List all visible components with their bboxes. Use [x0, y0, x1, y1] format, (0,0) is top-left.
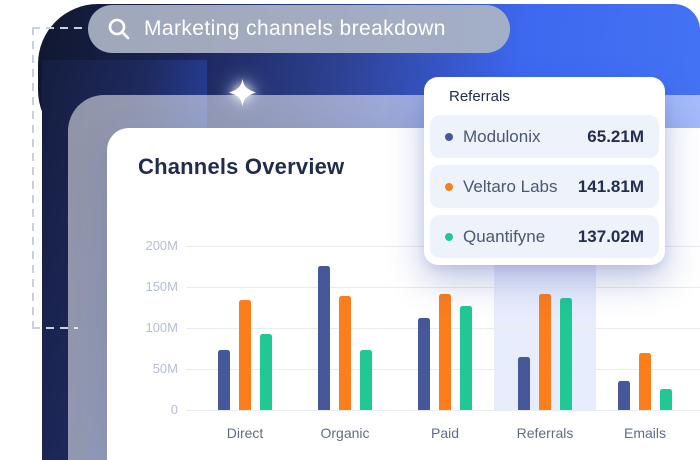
search-bar[interactable]: Marketing channels breakdown [88, 5, 510, 53]
bar-direct-modulonix[interactable] [218, 350, 230, 410]
bar-referrals-modulonix[interactable] [518, 357, 530, 410]
x-label-direct: Direct [226, 425, 264, 441]
bar-direct-veltaro-labs[interactable] [239, 300, 251, 410]
tooltip-row-veltaro-labs: Veltaro Labs 141.81M [430, 165, 659, 208]
series-label: Quantifyne [463, 226, 546, 246]
sparkle-icon [229, 79, 256, 106]
chart-tooltip: Referrals Modulonix 65.21M Veltaro Labs 141… [424, 77, 665, 265]
y-tick-100m: 100M [145, 320, 178, 335]
dashed-outline-left [32, 27, 34, 329]
x-label-organic: Organic [320, 425, 370, 441]
bar-direct-quantifyne[interactable] [260, 334, 272, 410]
series-dot-veltaro-labs [445, 182, 453, 191]
bar-paid-quantifyne[interactable] [460, 306, 472, 410]
bar-emails-quantifyne[interactable] [660, 389, 672, 410]
bar-emails-veltaro-labs[interactable] [639, 353, 651, 410]
tooltip-row-quantifyne: Quantifyne 137.02M [430, 215, 659, 258]
gridline-0 [186, 410, 700, 411]
bar-chart: 0 50M 100M 150M 200M Direct Organic Paid Referra… [107, 128, 700, 460]
dashed-outline-bottom [32, 327, 78, 329]
y-tick-150m: 150M [145, 279, 178, 294]
bar-paid-veltaro-labs[interactable] [439, 294, 451, 410]
series-dot-modulonix [445, 132, 453, 141]
series-value: 141.81M [577, 176, 644, 196]
gridline-150m [186, 287, 700, 288]
bar-organic-veltaro-labs[interactable] [339, 296, 351, 410]
dashed-outline-top [32, 27, 88, 29]
bar-paid-modulonix[interactable] [418, 318, 430, 410]
y-tick-0: 0 [170, 402, 178, 417]
tooltip-rows: Modulonix 65.21M Veltaro Labs 141.81M Quanti… [430, 115, 659, 258]
y-tick-200m: 200M [145, 238, 178, 253]
bar-organic-modulonix[interactable] [318, 266, 330, 410]
x-label-referrals: Referrals [516, 425, 574, 441]
search-icon [108, 18, 130, 40]
series-label: Veltaro Labs [463, 176, 558, 196]
y-tick-50m: 50M [152, 361, 178, 376]
tooltip-title: Referrals [449, 88, 510, 105]
series-label: Modulonix [463, 126, 541, 146]
series-value: 65.21M [587, 126, 644, 146]
x-label-paid: Paid [430, 425, 460, 441]
series-dot-quantifyne [445, 232, 453, 241]
bar-organic-quantifyne[interactable] [360, 350, 372, 410]
bar-emails-modulonix[interactable] [618, 381, 630, 410]
bar-referrals-quantifyne[interactable] [560, 298, 572, 410]
series-value: 137.02M [577, 226, 644, 246]
card-title: Channels Overview [138, 154, 345, 179]
tooltip-row-modulonix: Modulonix 65.21M [430, 115, 659, 158]
search-query: Marketing channels breakdown [144, 17, 446, 40]
bar-referrals-veltaro-labs[interactable] [539, 294, 551, 410]
x-label-emails: Emails [623, 425, 666, 441]
